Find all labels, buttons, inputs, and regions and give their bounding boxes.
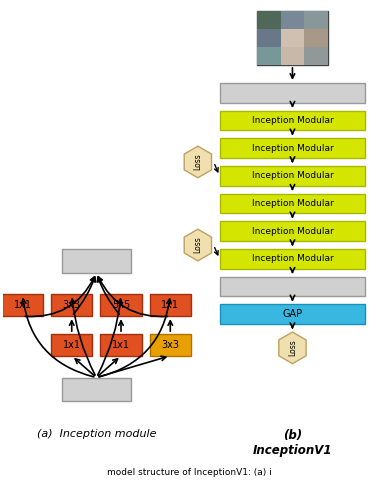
FancyBboxPatch shape <box>51 295 93 316</box>
Text: (b)
InceptionV1: (b) InceptionV1 <box>253 429 332 457</box>
FancyBboxPatch shape <box>100 295 142 316</box>
Text: model structure of InceptionV1: (a) i: model structure of InceptionV1: (a) i <box>107 468 271 478</box>
FancyBboxPatch shape <box>220 111 366 130</box>
FancyBboxPatch shape <box>257 11 280 29</box>
FancyBboxPatch shape <box>220 249 366 269</box>
FancyBboxPatch shape <box>51 334 93 356</box>
Text: 3x3: 3x3 <box>161 340 179 350</box>
Text: 3x3: 3x3 <box>63 301 81 310</box>
FancyBboxPatch shape <box>150 334 191 356</box>
Text: Loss: Loss <box>288 339 297 356</box>
Text: 1x1: 1x1 <box>63 340 81 350</box>
FancyBboxPatch shape <box>257 11 328 65</box>
Text: Inception Modular: Inception Modular <box>252 171 333 181</box>
Text: (a)  Inception module: (a) Inception module <box>37 429 156 439</box>
Text: 1x1: 1x1 <box>112 340 130 350</box>
FancyBboxPatch shape <box>62 249 131 273</box>
FancyBboxPatch shape <box>304 29 328 47</box>
FancyBboxPatch shape <box>257 47 280 65</box>
Text: Inception Modular: Inception Modular <box>252 144 333 153</box>
FancyBboxPatch shape <box>220 193 366 213</box>
FancyBboxPatch shape <box>220 221 366 241</box>
FancyBboxPatch shape <box>220 166 366 186</box>
FancyBboxPatch shape <box>62 377 131 401</box>
FancyBboxPatch shape <box>220 277 366 297</box>
FancyBboxPatch shape <box>150 295 191 316</box>
FancyBboxPatch shape <box>304 11 328 29</box>
FancyBboxPatch shape <box>257 29 280 47</box>
FancyBboxPatch shape <box>100 334 142 356</box>
FancyBboxPatch shape <box>220 83 366 103</box>
FancyBboxPatch shape <box>280 29 304 47</box>
Text: Loss: Loss <box>194 154 202 170</box>
FancyBboxPatch shape <box>220 138 366 158</box>
Text: 1x1: 1x1 <box>14 301 31 310</box>
Text: GAP: GAP <box>282 309 302 319</box>
Text: 5x5: 5x5 <box>112 301 130 310</box>
FancyBboxPatch shape <box>304 47 328 65</box>
Text: 1x1: 1x1 <box>161 301 179 310</box>
FancyBboxPatch shape <box>280 11 304 29</box>
Text: Inception Modular: Inception Modular <box>252 227 333 236</box>
Text: Inception Modular: Inception Modular <box>252 116 333 125</box>
FancyBboxPatch shape <box>280 47 304 65</box>
Text: Inception Modular: Inception Modular <box>252 199 333 208</box>
Text: Inception Modular: Inception Modular <box>252 254 333 263</box>
Text: Loss: Loss <box>194 237 202 253</box>
FancyBboxPatch shape <box>2 295 43 316</box>
FancyBboxPatch shape <box>220 305 366 324</box>
